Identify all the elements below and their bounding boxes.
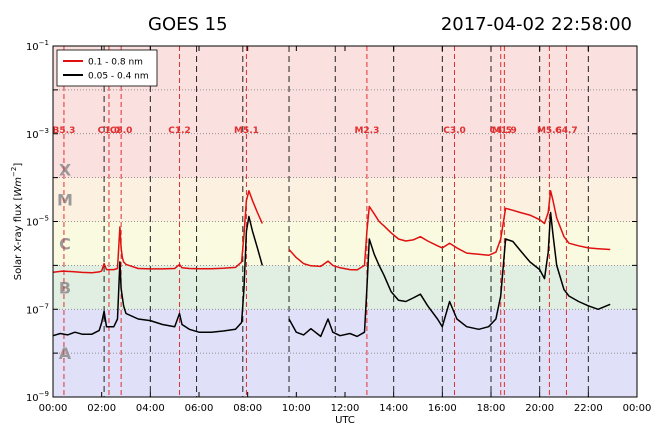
- class-label-x: X: [59, 161, 72, 180]
- flare-event-label: C8.0: [110, 126, 133, 136]
- flare-event-label: C1.0: [98, 126, 121, 136]
- x-axis-label: UTC: [335, 415, 355, 426]
- x-tick-label: 14:00: [379, 403, 408, 414]
- y-tick-label: 10−3: [26, 127, 49, 141]
- flare-event-label: B5.3: [53, 126, 76, 136]
- legend-box: [56, 49, 158, 87]
- flare-event-label: M5.1: [234, 126, 259, 136]
- x-tick-label: 04:00: [136, 403, 165, 414]
- x-tick-label: 18:00: [477, 403, 506, 414]
- y-tick-label: 10−9: [26, 390, 49, 404]
- x-tick-label: 06:00: [185, 403, 214, 414]
- legend-entry-2: 0.05 - 0.4 nm: [88, 72, 149, 82]
- x-tick-label: 22:00: [574, 403, 603, 414]
- class-label-c: C: [59, 234, 71, 253]
- class-label-m: M: [57, 191, 73, 210]
- x-tick-label: 10:00: [282, 403, 311, 414]
- x-tick-label: 00:00: [39, 403, 68, 414]
- flare-event-label: C4.7: [555, 126, 578, 136]
- x-tick-label: 08:00: [233, 403, 262, 414]
- x-tick-label: 20:00: [525, 403, 554, 414]
- flare-event-label: M5.6: [537, 126, 562, 136]
- timestamp-title: 2017-04-02 22:58:00: [440, 14, 632, 35]
- flare-event-label: C4.5: [489, 126, 512, 136]
- flare-event-label: M2.3: [354, 126, 379, 136]
- class-label-a: A: [59, 344, 72, 363]
- y-tick-label: 10−7: [26, 302, 49, 316]
- y-axis-label: Solar X-ray flux [Wm−2]: [10, 163, 24, 281]
- legend-entry-1: 0.1 - 0.8 nm: [88, 58, 143, 68]
- x-tick-label: 00:00: [623, 403, 652, 414]
- flare-event-label: M1.9: [492, 126, 517, 136]
- flare-event-label: C3.0: [443, 126, 466, 136]
- class-label-b: B: [59, 278, 71, 297]
- flare-event-label: C1.2: [168, 126, 191, 136]
- y-tick-label: 10−1: [26, 39, 49, 53]
- x-tick-label: 16:00: [428, 403, 457, 414]
- satellite-title: GOES 15: [148, 14, 228, 35]
- series-line-2: [52, 211, 611, 338]
- series-line-1: [52, 190, 611, 274]
- x-tick-label: 02:00: [87, 403, 116, 414]
- x-tick-label: 12:00: [331, 403, 360, 414]
- y-tick-label: 10−5: [26, 215, 49, 229]
